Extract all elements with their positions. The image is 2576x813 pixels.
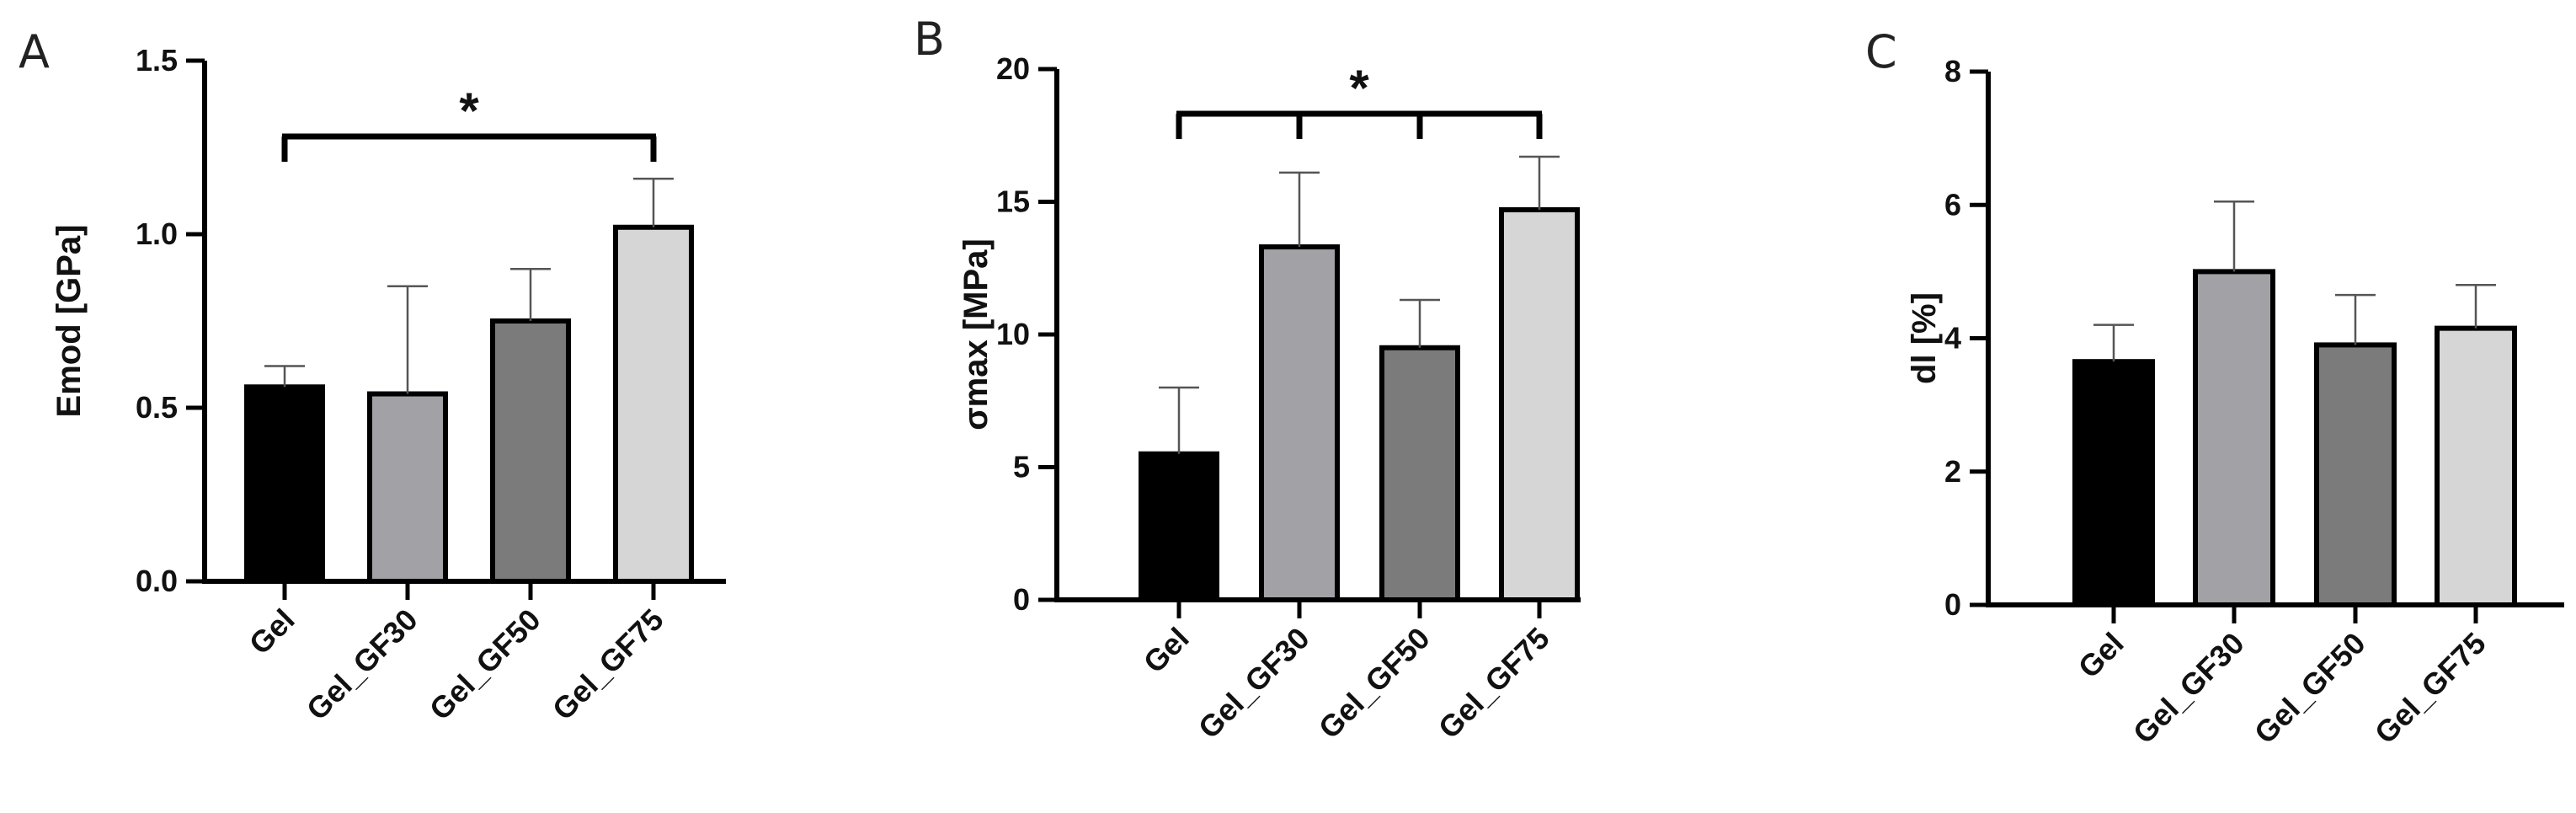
y-tick-label: 0.5 [136,390,178,425]
bar-gel-gf75 [1499,206,1580,602]
x-tick-label: Gel_GF75 [2368,626,2493,751]
y-tick-label: 4 [1944,321,1961,356]
y-tick-label: 6 [1944,187,1961,222]
x-tick-label: Gel_GF50 [2248,626,2372,751]
bar-gel-gf50 [490,318,571,584]
significance-bracket: * [1176,60,1543,139]
y-tick-label: 5 [1013,450,1030,484]
x-tick-label: Gel_GF30 [1192,621,1316,746]
significance-bracket: * [281,83,657,162]
bar-gel [1139,451,1219,602]
panel-letter: A [19,25,50,78]
y-tick-label: 1.0 [136,217,178,251]
x-tick-label: Gel_GF75 [1432,621,1556,746]
x-tick-label: Gel [243,602,301,661]
bar-gel-gf30 [367,391,448,584]
x-tick-label: Gel [2072,626,2131,685]
x-tick-label: Gel [1137,621,1196,680]
x-tick-label: Gel_GF50 [423,602,547,727]
y-tick-label: 10 [996,317,1030,351]
panel-letter: B [914,13,945,66]
bar-gel-gf75 [2435,325,2517,607]
bar-gel-gf30 [1259,244,1340,602]
x-tick-label: Gel_GF30 [300,602,424,727]
bar-gel-gf50 [2314,342,2397,607]
bar-gel-gf50 [1379,345,1460,602]
significance-star: * [459,83,479,139]
y-tick-label: 20 [996,51,1030,86]
y-axis-label: Emod [GPa] [51,225,88,418]
bar-gel [2072,359,2155,607]
significance-star: * [1349,60,1369,116]
x-tick-label: Gel_GF75 [546,602,670,727]
y-tick-label: 15 [996,185,1030,219]
y-axis-label: dl [%] [1906,292,1943,384]
y-tick-label: 0.0 [136,564,178,598]
x-tick-label: Gel_GF50 [1312,621,1437,746]
y-axis-label: σmax [MPa] [957,238,995,430]
y-tick-label: 1.5 [136,43,178,78]
y-tick-label: 2 [1944,454,1961,489]
y-tick-label: 8 [1944,54,1961,88]
x-tick-label: Gel_GF30 [2126,626,2251,751]
y-tick-label: 0 [1944,587,1961,622]
bar-gel-gf30 [2193,269,2275,607]
y-tick-label: 0 [1013,582,1030,617]
panel-letter: C [1865,25,1897,78]
bar-gel-gf75 [613,224,694,584]
bar-gel [244,384,325,584]
